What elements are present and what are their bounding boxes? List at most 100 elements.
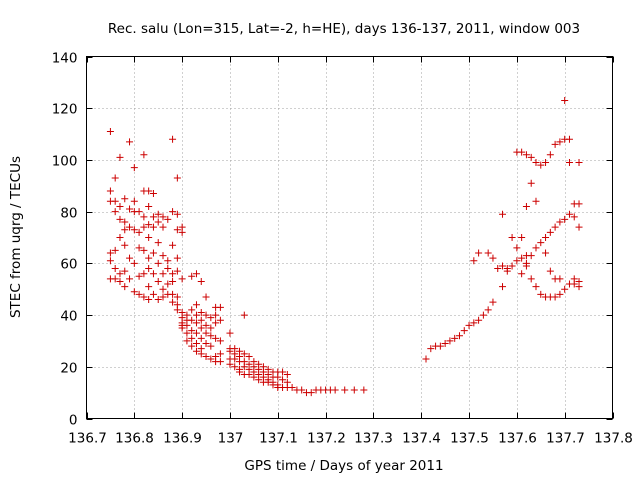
data-point	[532, 283, 540, 291]
data-point	[106, 127, 114, 135]
data-point	[121, 267, 129, 275]
data-point	[169, 208, 177, 216]
data-point	[216, 358, 224, 366]
data-point	[542, 159, 550, 167]
data-point	[159, 270, 167, 278]
data-point	[164, 215, 172, 223]
data-point	[494, 265, 502, 273]
data-point	[245, 371, 253, 379]
data-point	[149, 223, 157, 231]
data-point	[350, 386, 358, 394]
data-point	[341, 386, 349, 394]
data-point	[106, 257, 114, 265]
data-point	[183, 321, 191, 329]
data-point	[455, 332, 463, 340]
x-tick-label: 137.5	[450, 431, 489, 447]
data-point	[561, 285, 569, 293]
data-point	[126, 254, 134, 262]
data-point	[427, 345, 435, 353]
data-point	[111, 265, 119, 273]
data-point	[111, 174, 119, 182]
data-point	[149, 190, 157, 198]
data-point	[183, 337, 191, 345]
data-point	[231, 355, 239, 363]
data-point	[499, 283, 507, 291]
data-point	[537, 161, 545, 169]
data-point	[154, 277, 162, 285]
data-point	[140, 213, 148, 221]
data-point	[197, 350, 205, 358]
data-point	[518, 234, 526, 241]
data-point	[527, 153, 535, 161]
data-point	[470, 257, 478, 265]
data-point	[556, 218, 564, 226]
data-point	[546, 228, 554, 236]
data-point	[192, 311, 200, 319]
data-point	[537, 239, 545, 247]
data-point	[145, 234, 153, 241]
data-point	[436, 342, 444, 350]
data-point	[422, 355, 430, 363]
data-point	[106, 187, 114, 195]
data-point	[159, 252, 167, 260]
data-point	[154, 296, 162, 304]
data-point	[145, 254, 153, 262]
data-point	[207, 314, 215, 322]
data-point	[135, 272, 143, 280]
data-point	[140, 151, 148, 159]
data-point	[226, 360, 234, 368]
data-point	[197, 334, 205, 342]
data-point	[288, 383, 296, 391]
data-point	[226, 329, 234, 337]
data-point	[527, 252, 535, 260]
data-point	[202, 340, 210, 348]
data-point	[575, 159, 583, 167]
data-point	[207, 332, 215, 340]
x-tick-label: 137.3	[354, 431, 393, 447]
data-point	[561, 215, 569, 223]
data-point	[475, 249, 483, 257]
x-tick-label: 137.1	[259, 431, 298, 447]
data-point	[207, 355, 215, 363]
data-point	[542, 234, 550, 241]
data-point	[145, 187, 153, 195]
data-point	[331, 386, 339, 394]
data-point	[159, 213, 167, 221]
data-point	[575, 283, 583, 291]
data-point	[542, 249, 550, 257]
data-point	[250, 373, 258, 381]
data-point	[173, 174, 181, 182]
data-point	[130, 288, 138, 296]
data-point	[140, 223, 148, 231]
data-point	[503, 265, 511, 273]
data-point	[121, 218, 129, 226]
x-tick-labels: 136.7 136.8 136.9 137 137.1 137.2 137.3 137.4 13…	[68, 431, 633, 447]
data-point	[169, 277, 177, 285]
data-point	[121, 226, 129, 234]
data-point	[188, 342, 196, 350]
data-point	[188, 306, 196, 314]
data-point	[216, 303, 224, 311]
data-point	[513, 244, 521, 252]
data-point	[484, 249, 492, 257]
data-point	[188, 327, 196, 335]
data-point	[522, 202, 530, 210]
data-point	[164, 257, 172, 265]
data-point	[169, 241, 177, 249]
data-point	[169, 270, 177, 278]
data-point	[192, 301, 200, 309]
data-point	[173, 226, 181, 234]
data-point	[207, 324, 215, 332]
data-point	[460, 327, 468, 335]
data-point	[283, 371, 291, 379]
data-point	[465, 321, 473, 329]
data-point	[197, 277, 205, 285]
data-point	[130, 164, 138, 172]
data-point	[116, 153, 124, 161]
data-point	[518, 270, 526, 278]
data-point	[508, 234, 516, 241]
data-point	[130, 197, 138, 205]
data-point	[197, 316, 205, 324]
data-point	[188, 272, 196, 280]
data-point	[565, 210, 573, 218]
